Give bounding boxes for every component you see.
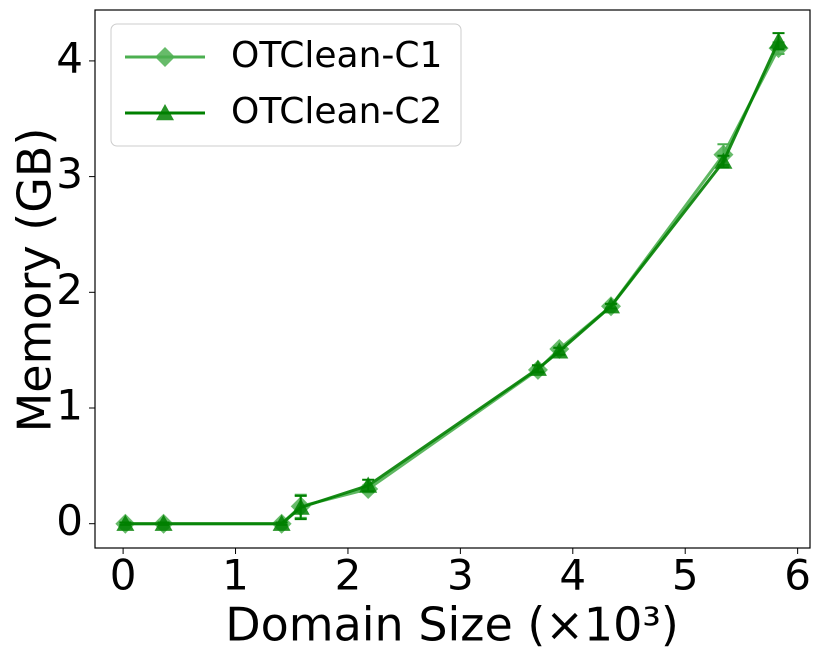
- plot-frame: [94, 9, 811, 549]
- data-point: [769, 32, 788, 49]
- y-tick-label: 2: [56, 265, 83, 314]
- data-point: [602, 297, 621, 314]
- y-tick-label: 4: [56, 33, 83, 82]
- x-axis-label: Domain Size (×10³): [225, 598, 679, 652]
- data-point: [550, 342, 569, 359]
- legend-label: OTClean-C2: [231, 91, 442, 132]
- x-tick-label: 5: [672, 551, 699, 600]
- x-tick-label: 4: [559, 551, 586, 600]
- x-tick-label: 3: [447, 551, 474, 600]
- data-point: [528, 359, 547, 376]
- legend-box: [110, 23, 462, 147]
- y-axis-label: Memory (GB): [8, 128, 62, 433]
- x-tick-label: 6: [784, 551, 811, 600]
- x-tick-label: 1: [222, 551, 249, 600]
- data-point: [116, 514, 135, 531]
- x-tick-label: 0: [110, 551, 137, 600]
- legend-marker: [155, 47, 175, 67]
- x-tick-label: 2: [335, 551, 362, 600]
- legend-marker: [156, 104, 174, 121]
- y-tick-label: 0: [56, 496, 83, 545]
- data-point: [359, 476, 378, 493]
- data-point: [154, 514, 173, 531]
- legend-label: OTClean-C1: [231, 35, 442, 76]
- series-line: [125, 40, 780, 526]
- data-point: [272, 514, 291, 531]
- data-point: [714, 152, 733, 169]
- data-point: [291, 498, 310, 515]
- y-tick-label: 3: [56, 149, 83, 198]
- y-tick-label: 1: [56, 381, 83, 430]
